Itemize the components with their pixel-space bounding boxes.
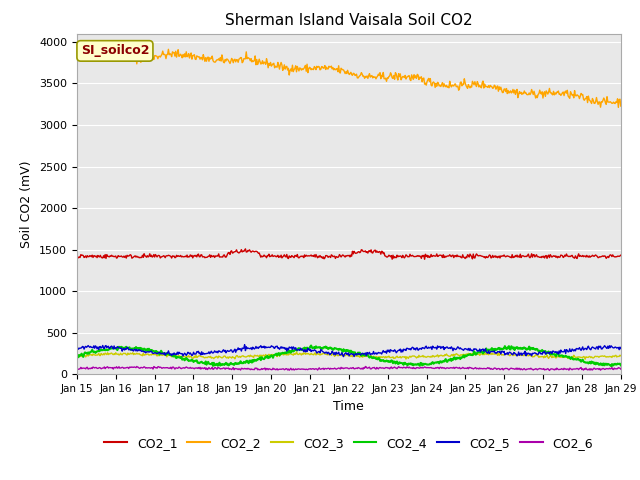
X-axis label: Time: Time [333,400,364,413]
Title: Sherman Island Vaisala Soil CO2: Sherman Island Vaisala Soil CO2 [225,13,472,28]
Legend: CO2_1, CO2_2, CO2_3, CO2_4, CO2_5, CO2_6: CO2_1, CO2_2, CO2_3, CO2_4, CO2_5, CO2_6 [99,432,598,455]
Y-axis label: Soil CO2 (mV): Soil CO2 (mV) [20,160,33,248]
Text: SI_soilco2: SI_soilco2 [81,45,149,58]
